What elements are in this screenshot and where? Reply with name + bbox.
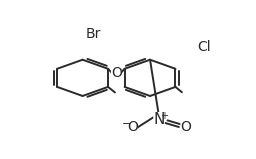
Text: O: O [127,120,138,134]
Text: N: N [153,112,165,127]
Text: Br: Br [86,27,101,41]
Text: Cl: Cl [197,40,210,54]
Text: +: + [161,111,168,121]
Text: O: O [180,120,191,134]
Text: O: O [111,66,122,80]
Text: −: − [122,119,131,129]
